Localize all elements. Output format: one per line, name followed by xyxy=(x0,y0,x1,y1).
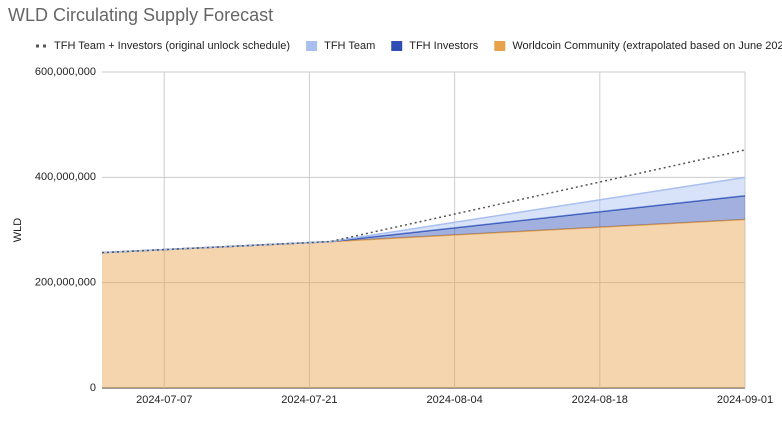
x-tick-label: 2024-07-21 xyxy=(281,394,337,406)
x-tick-label: 2024-08-04 xyxy=(426,394,482,406)
x-tick-label: 2024-09-01 xyxy=(717,394,773,406)
x-tick-label: 2024-07-07 xyxy=(136,394,192,406)
chart-title: WLD Circulating Supply Forecast xyxy=(8,5,273,25)
legend-swatch xyxy=(391,41,403,51)
legend-swatch xyxy=(306,41,318,51)
y-tick-label: 200,000,000 xyxy=(35,277,96,289)
legend-label: TFH Team + Investors (original unlock sc… xyxy=(54,40,290,52)
line xyxy=(101,149,746,254)
legend-label: TFH Team xyxy=(324,40,375,52)
y-tick-label: 0 xyxy=(90,382,96,394)
y-tick-label: 600,000,000 xyxy=(35,66,96,78)
x-tick-label: 2024-08-18 xyxy=(572,394,628,406)
y-axis-label: WLD xyxy=(12,218,24,243)
legend-label: TFH Investors xyxy=(409,40,479,52)
legend-label: Worldcoin Community (extrapolated based … xyxy=(512,40,782,52)
area-fill xyxy=(102,195,745,253)
area-fill xyxy=(102,219,745,388)
y-tick-label: 400,000,000 xyxy=(35,171,96,183)
legend-swatch xyxy=(494,41,506,51)
